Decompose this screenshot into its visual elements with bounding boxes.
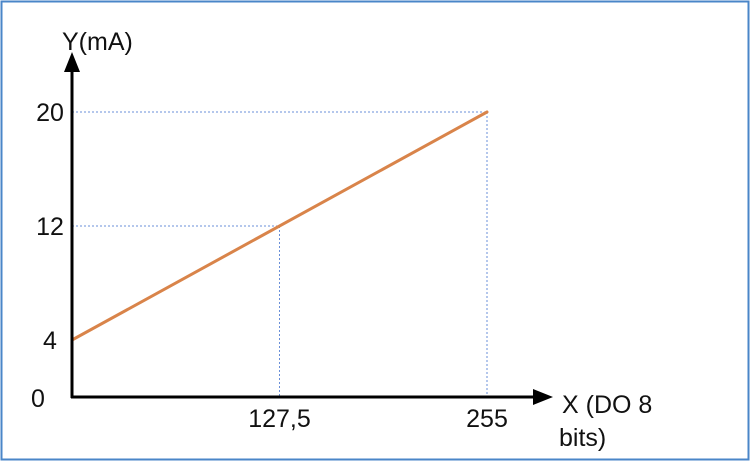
x-tick-label-127,5: 127,5: [248, 405, 311, 433]
axes: [64, 52, 553, 405]
x-tick-label-255: 255: [466, 405, 508, 433]
y-tick-label-20: 20: [36, 99, 64, 127]
y-tick-label-4: 4: [43, 327, 57, 355]
guide-lines: [72, 111, 488, 397]
series-line-0: [70, 110, 489, 342]
tick-labels: 4 12 20 127,5 255: [36, 99, 508, 433]
y-tick-label-12: 12: [36, 213, 64, 241]
x-axis-arrowhead: [533, 389, 553, 405]
x-axis-label-line2: bits): [559, 424, 606, 452]
series-layer: [70, 110, 489, 342]
y-axis-arrowhead: [64, 52, 80, 72]
y-axis-label: Y(mA): [62, 28, 133, 56]
x-axis-label-line1: X (DO 8: [562, 391, 652, 419]
axis-labels: Y(mA) X (DO 8 bits) 0: [31, 28, 652, 452]
y-origin-label: 0: [31, 385, 45, 413]
